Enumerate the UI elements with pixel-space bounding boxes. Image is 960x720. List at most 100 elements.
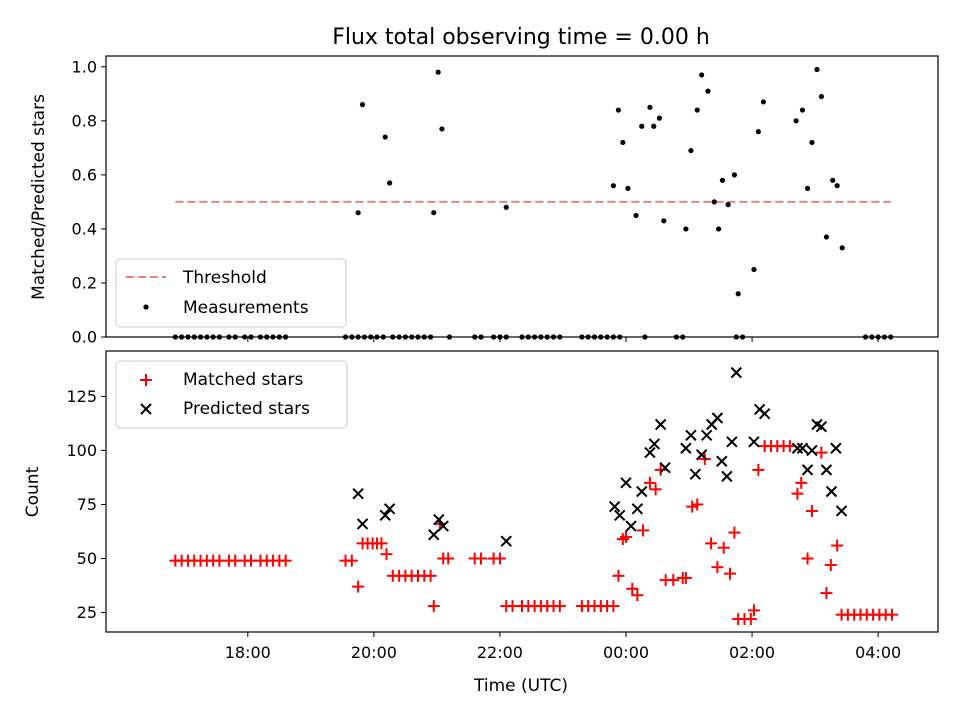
measurement-point bbox=[694, 107, 700, 113]
measurement-point bbox=[725, 202, 731, 208]
matched-star-point bbox=[424, 569, 437, 582]
threshold-legend-label: Threshold bbox=[182, 268, 267, 288]
matched-star-point bbox=[795, 476, 808, 489]
top-y-tick-label: 0.4 bbox=[72, 219, 97, 238]
measurement-point bbox=[359, 102, 366, 108]
predicted-star-point bbox=[730, 366, 743, 379]
matched-star-point bbox=[831, 539, 844, 552]
measurement-point bbox=[431, 210, 437, 216]
matched-star-point bbox=[631, 589, 644, 602]
measurement-point bbox=[716, 226, 722, 232]
matched-star-point bbox=[747, 604, 760, 617]
predicted-star-point bbox=[748, 436, 760, 448]
matched-star-point bbox=[654, 463, 667, 476]
bottom-y-tick-label: 100 bbox=[66, 441, 97, 460]
matched-star-point bbox=[643, 476, 656, 489]
measurement-point bbox=[647, 104, 653, 110]
measurement-point bbox=[610, 183, 616, 189]
predicted-star-point bbox=[631, 503, 644, 515]
bottom-y-tick-label: 125 bbox=[66, 387, 97, 406]
predicted-star-point bbox=[644, 446, 656, 459]
matched-star-point bbox=[607, 600, 620, 613]
matched-star-point bbox=[679, 571, 692, 584]
measurement-point bbox=[439, 126, 445, 132]
matched-star-point bbox=[752, 463, 765, 476]
bottom-x-tick-label: 04:00 bbox=[855, 643, 901, 662]
predicted-star-point bbox=[613, 509, 626, 521]
matched-star-point bbox=[612, 569, 625, 582]
matched-star-point bbox=[616, 533, 629, 546]
matched-star-point bbox=[705, 537, 718, 550]
predicted-star-point bbox=[726, 436, 738, 448]
bottom-y-tick-label: 50 bbox=[77, 549, 97, 568]
matched-legend-label: Matched stars bbox=[183, 370, 303, 390]
predicted-star-point bbox=[680, 442, 692, 454]
predicted-star-point bbox=[608, 500, 621, 513]
matched-star-point bbox=[667, 574, 680, 587]
measurement-point bbox=[683, 226, 689, 232]
predicted-star-point bbox=[695, 449, 708, 461]
measurement-point bbox=[711, 199, 717, 205]
measurement-point bbox=[355, 210, 361, 216]
top-y-tick-label: 0.2 bbox=[72, 273, 97, 292]
predicted-star-point bbox=[654, 418, 667, 431]
measurements-legend-label: Measurements bbox=[183, 298, 309, 318]
matched-legend-swatch bbox=[140, 374, 152, 386]
top-axes-frame bbox=[105, 55, 939, 338]
matched-star-point bbox=[380, 548, 393, 561]
measurement-point bbox=[503, 204, 509, 210]
matched-star-point bbox=[805, 504, 818, 517]
matched-star-point bbox=[352, 580, 365, 593]
measurement-point bbox=[760, 99, 767, 105]
measurement-point bbox=[793, 118, 799, 124]
matched-star-point bbox=[744, 613, 757, 626]
measurement-point bbox=[830, 177, 836, 183]
measurement-point bbox=[755, 129, 761, 135]
measurement-point bbox=[799, 107, 806, 113]
predicted-legend-swatch bbox=[140, 403, 152, 415]
matched-star-point bbox=[691, 498, 704, 511]
measurement-point bbox=[639, 123, 645, 129]
matched-star-point bbox=[279, 554, 292, 567]
predicted-star-point bbox=[428, 529, 440, 541]
predicted-star-point bbox=[500, 535, 512, 547]
matched-star-point bbox=[442, 552, 455, 565]
matched-star-point bbox=[791, 487, 804, 500]
measurement-point bbox=[435, 69, 441, 75]
predicted-star-point bbox=[825, 485, 838, 498]
measurement-point bbox=[814, 66, 820, 73]
predicted-star-point bbox=[716, 455, 728, 467]
top-y-axis-label: Matched/Predicted stars bbox=[29, 94, 49, 300]
predicted-star-point bbox=[659, 462, 671, 474]
bottom-x-tick-label: 00:00 bbox=[603, 643, 649, 662]
predicted-star-point bbox=[830, 442, 842, 454]
matched-star-point bbox=[649, 483, 662, 496]
measurement-point bbox=[731, 172, 738, 178]
matched-star-point bbox=[801, 552, 814, 565]
top-y-tick-label: 1.0 bbox=[72, 57, 97, 76]
measurement-point bbox=[651, 123, 657, 129]
matched-star-point bbox=[711, 561, 724, 574]
bottom-axes-frame bbox=[105, 350, 939, 633]
measurement-point bbox=[661, 218, 667, 224]
bottom-subplot: 25 50 75 100 125 18:00 20:00 22:00 00:00 02:00 04… bbox=[23, 350, 939, 696]
measurement-point bbox=[387, 180, 393, 186]
predicted-star-point bbox=[820, 464, 833, 476]
matched-star-point bbox=[815, 446, 828, 459]
predicted-star-point bbox=[806, 444, 818, 457]
predicted-star-point bbox=[620, 477, 632, 489]
matched-star-point bbox=[427, 600, 440, 613]
predicted-star-point bbox=[711, 412, 724, 424]
top-legend: Threshold Measurements bbox=[115, 258, 347, 328]
measurement-point bbox=[615, 107, 622, 113]
top-subplot: 0.0 0.2 0.4 0.6 0.8 1.0 Matched/Predicted sta… bbox=[29, 55, 939, 347]
measurement-point bbox=[620, 139, 626, 146]
top-y-tick-label: 0.8 bbox=[72, 111, 97, 130]
measurement-point bbox=[705, 88, 711, 94]
matched-star-point bbox=[345, 554, 358, 567]
x-axis-label: Time (UTC) bbox=[473, 676, 568, 696]
matched-star-point bbox=[620, 530, 632, 543]
measurement-point bbox=[625, 185, 631, 191]
predicted-star-point bbox=[356, 518, 369, 530]
bottom-x-tick-label: 20:00 bbox=[351, 643, 397, 662]
